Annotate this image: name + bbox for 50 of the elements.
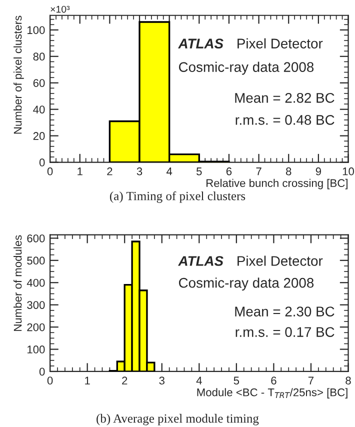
x-tick-label: 7 [308,376,314,384]
y-tick-label: 0 [39,158,45,166]
y-tick-label: 80 [33,52,45,61]
y-tick-label: 40 [33,106,45,114]
x-tick-label: 8 [346,376,351,385]
x-axis-title: Module <BC - T$_{TRT}$/25ns> [BC] [197,388,348,398]
annotation: r.m.s. = 0.17 BC [236,327,334,337]
x-tick-label: 0 [47,167,53,176]
x-tick-label: 2 [107,167,112,176]
x-tick-label: 4 [166,168,172,176]
x-tick-label: 2 [122,376,128,384]
x-tick-label: 0 [47,376,53,385]
x-tick-label: 1 [85,376,90,384]
text: (b) Average pixel module timing [96,414,259,426]
y-tick-label: 100 [28,26,45,34]
y-tick-label: 200 [27,323,45,332]
annotation: Mean = 2.30 BC [235,306,334,316]
y-tick-label: 600 [27,234,45,242]
x-axis-title: Relative bunch crossing [BC] [206,178,348,190]
annotation: Pixel Detector [238,38,323,48]
y-tick-label: 300 [27,301,45,309]
x-tick-label: 4 [196,376,202,384]
x-tick-label: 7 [256,168,262,176]
annotation: Mean = 2.82 BC [235,92,334,103]
y-tick-label: 60 [33,79,45,87]
x-tick-label: 6 [226,167,232,176]
x-tick-label: 5 [196,168,202,176]
x-tick-label: 9 [316,167,321,176]
text: (a) Timing of pixel clusters [110,191,246,203]
y-tick-label: 400 [26,278,45,287]
x-tick-label: 1 [78,168,82,176]
annotation: r.m.s. = 0.48 BC [236,115,334,125]
x-tick-label: 10 [342,167,354,176]
y-tick-label: 500 [27,256,45,265]
annotation: Pixel Detector [238,256,323,266]
y-tick-label: 0 [39,368,45,376]
x-tick-label: 3 [159,376,164,385]
y-axis-title: Number of pixel clusters [14,16,24,134]
annotation: Cosmic-ray data 2008 [178,278,314,291]
x-tick-label: 8 [286,167,292,176]
y-axis-title: Number of modules [14,235,22,331]
text: ×10³ [50,6,70,13]
annotation: ATLAS [178,256,224,266]
y-tick-label: 20 [33,132,45,140]
annotation: Cosmic-ray data 2008 [178,62,314,75]
y-tick-label: 100 [28,346,45,354]
x-tick-label: 5 [234,376,240,385]
x-tick-label: 6 [271,376,276,385]
x-tick-label: 3 [136,167,142,176]
annotation: ATLAS [178,38,224,48]
